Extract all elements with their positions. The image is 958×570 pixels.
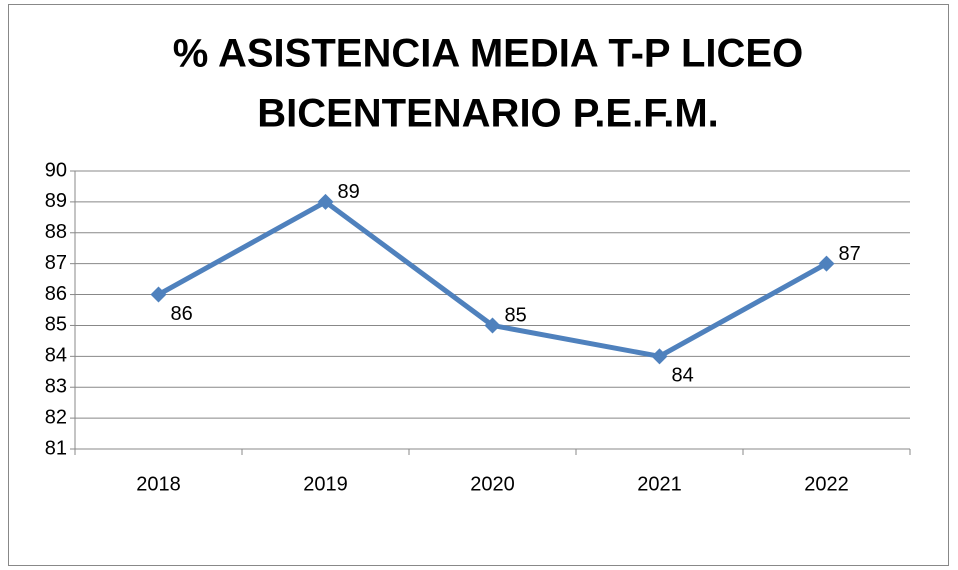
x-tick-label: 2021 bbox=[637, 473, 682, 495]
y-tick-label: 89 bbox=[45, 190, 67, 212]
y-tick-label: 84 bbox=[45, 345, 67, 367]
marker bbox=[317, 193, 334, 210]
data-label: 84 bbox=[672, 365, 694, 387]
y-tick-label: 88 bbox=[45, 221, 67, 243]
marker bbox=[818, 255, 835, 272]
x-tick-label: 2022 bbox=[804, 473, 849, 495]
y-tick-label: 85 bbox=[45, 314, 67, 336]
y-tick-label: 90 bbox=[45, 159, 67, 181]
y-tick-label: 81 bbox=[45, 437, 67, 459]
chart-title: % ASISTENCIA MEDIA T-P LICEO bbox=[173, 32, 803, 76]
y-tick-label: 82 bbox=[45, 406, 67, 428]
y-tick-label: 86 bbox=[45, 283, 67, 305]
x-tick-label: 2020 bbox=[470, 473, 515, 495]
marker bbox=[484, 317, 501, 334]
data-label: 87 bbox=[839, 243, 861, 265]
x-tick-label: 2019 bbox=[303, 473, 348, 495]
data-label: 85 bbox=[505, 305, 527, 327]
marker bbox=[150, 286, 167, 303]
x-tick-label: 2018 bbox=[136, 473, 181, 495]
data-label: 89 bbox=[338, 181, 360, 203]
y-tick-label: 83 bbox=[45, 376, 67, 398]
chart-title: BICENTENARIO P.E.F.M. bbox=[257, 92, 719, 136]
data-label: 86 bbox=[171, 303, 193, 325]
y-tick-label: 87 bbox=[45, 252, 67, 274]
marker bbox=[651, 348, 668, 365]
